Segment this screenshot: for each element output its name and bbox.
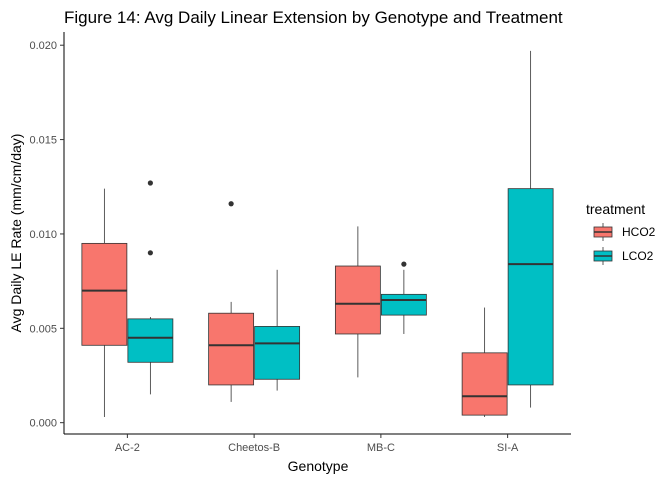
outlier-point: [147, 180, 153, 186]
iqr-box: [254, 326, 301, 380]
box-lco2-cheetos-b: [254, 269, 301, 391]
iqr-box: [81, 242, 128, 346]
box-lco2-si-a: [507, 50, 554, 408]
x-tick-label: AC-2: [115, 442, 140, 454]
legend-title: treatment: [586, 201, 645, 217]
x-tick-label: Cheetos-B: [228, 442, 280, 454]
box-lco2-ac-2: [127, 180, 174, 395]
plot-area: 0.000 0.005 0.010 0.015 0.020 AC-2 Cheetos-B M…: [29, 32, 571, 454]
x-tick-label: SI-A: [497, 442, 519, 454]
y-tick-label: 0.000: [29, 418, 57, 430]
outlier-point: [228, 201, 234, 207]
legend-item-hco2: HCO2: [593, 223, 656, 241]
legend-items: HCO2 LCO2: [593, 223, 656, 265]
y-tick-label: 0.015: [29, 135, 57, 147]
y-tick-label: 0.020: [29, 40, 57, 52]
y-axis-title: Avg Daily LE Rate (mm/cm/day): [8, 134, 24, 333]
legend: treatment HCO2 LCO2: [586, 201, 656, 265]
iqr-box: [334, 265, 381, 335]
chart-title: Figure 14: Avg Daily Linear Extension by…: [64, 8, 563, 27]
x-axis-title: Genotype: [288, 458, 349, 474]
box-hco2-cheetos-b: [208, 201, 255, 402]
boxes-layer: [81, 50, 554, 418]
outlier-point: [147, 250, 153, 256]
y-tick-label: 0.005: [29, 323, 57, 335]
box-hco2-mb-c: [334, 226, 381, 378]
iqr-box: [127, 318, 174, 363]
outlier-point: [401, 261, 407, 267]
iqr-box: [461, 352, 508, 416]
iqr-box: [208, 312, 255, 386]
iqr-box: [507, 188, 554, 386]
box-lco2-mb-c: [380, 261, 427, 334]
box-hco2-si-a: [461, 307, 508, 418]
x-axis-ticks: AC-2 Cheetos-B MB-C SI-A: [115, 434, 519, 454]
legend-label: LCO2: [622, 249, 654, 263]
iqr-box: [380, 293, 427, 316]
y-tick-label: 0.010: [29, 229, 57, 241]
legend-label: HCO2: [622, 225, 656, 239]
box-hco2-ac-2: [81, 188, 128, 418]
y-axis-ticks: 0.000 0.005 0.010 0.015 0.020: [29, 40, 64, 430]
x-tick-label: MB-C: [367, 442, 395, 454]
legend-item-lco2: LCO2: [593, 247, 654, 265]
